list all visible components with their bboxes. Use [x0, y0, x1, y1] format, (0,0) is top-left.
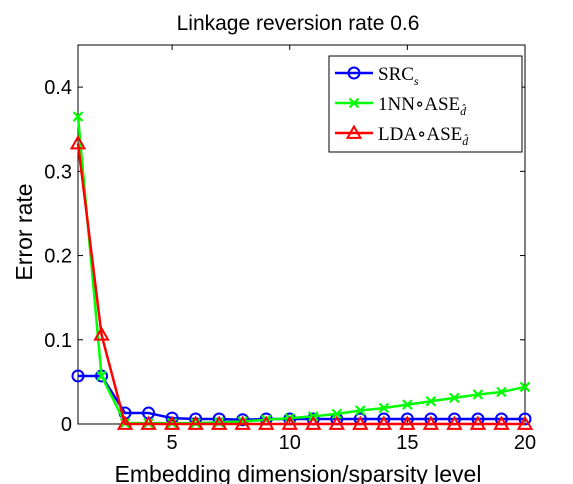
data-point [116, 415, 134, 430]
data-point [72, 111, 84, 122]
y-tick-label: 0.2 [44, 246, 72, 268]
x-tick-label: 20 [514, 432, 536, 454]
data-point [446, 415, 463, 430]
data-point [71, 369, 85, 383]
data-point [187, 415, 204, 430]
data-point [422, 415, 440, 430]
legend-label: SRCs [378, 64, 419, 88]
series-group [69, 111, 534, 430]
data-point [402, 399, 413, 410]
data-point [210, 415, 228, 430]
y-axis-label: Error rate [11, 183, 37, 280]
data-point [378, 402, 390, 414]
y-tick-label: 0.4 [44, 77, 72, 99]
data-point [348, 97, 360, 109]
series-line [78, 374, 525, 422]
series-3 [69, 135, 534, 430]
data-point [347, 66, 361, 80]
data-point [496, 386, 507, 398]
data-point [355, 405, 366, 416]
data-point [236, 413, 250, 427]
legend-label: LDA∘ASEd̂ [378, 124, 469, 148]
legend-label-subscript: d̂ [460, 104, 467, 118]
legend-label-subscript: d̂ [462, 134, 469, 148]
data-point [281, 415, 298, 430]
series-2 [72, 111, 531, 429]
data-point [257, 415, 275, 430]
x-tick-label: 10 [279, 432, 301, 454]
x-axis-label: Embedding dimension/sparsity level [115, 461, 482, 484]
data-point [375, 415, 393, 430]
legend-entry: SRCs [335, 64, 419, 88]
data-point [234, 415, 251, 430]
data-point [305, 415, 322, 430]
series-line [76, 143, 525, 426]
data-point [493, 415, 510, 430]
data-point [93, 326, 110, 341]
chart-title: Linkage reversion rate 0.6 [177, 12, 420, 35]
data-point [331, 408, 343, 420]
data-point [345, 124, 363, 139]
data-point [472, 389, 484, 400]
data-point [516, 415, 534, 430]
y-tick-label: 0.1 [44, 330, 72, 352]
data-point [519, 381, 531, 393]
data-point [425, 395, 437, 407]
y-tick-label: 0 [61, 414, 72, 436]
data-point [399, 415, 416, 430]
data-point [163, 415, 181, 430]
data-point [449, 392, 460, 404]
data-point [140, 415, 157, 430]
x-tick-label: 15 [396, 432, 418, 454]
legend-entry: LDA∘ASEd̂ [335, 124, 469, 148]
y-tick-label: 0.3 [44, 161, 72, 183]
series-line [76, 116, 526, 425]
legend-label: 1NN∘ASEd̂ [378, 94, 467, 118]
data-point [469, 415, 487, 430]
data-point [213, 417, 225, 428]
legend-entry: 1NN∘ASEd̂ [335, 94, 467, 118]
data-point [352, 415, 369, 430]
legend-label-subscript: s [414, 74, 419, 88]
x-tick-label: 5 [167, 432, 178, 454]
data-point [69, 135, 87, 150]
legend: SRCs 1NN∘ASEd̂ LDA∘ASEd̂ [328, 55, 523, 153]
data-point [328, 415, 346, 430]
data-point [96, 370, 107, 382]
